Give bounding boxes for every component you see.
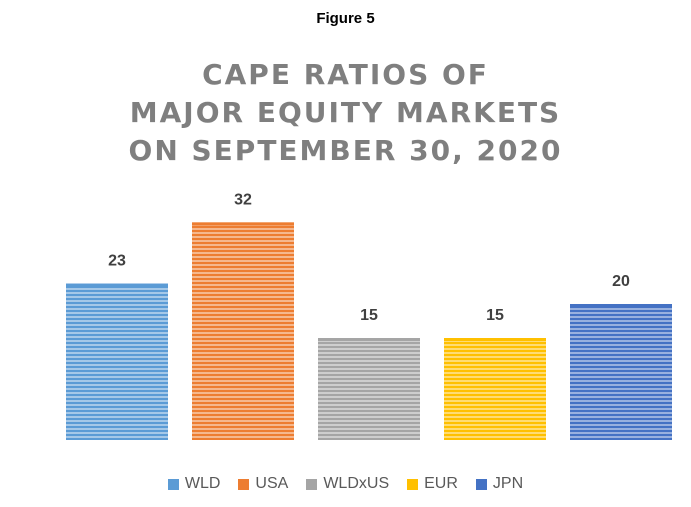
legend-item-wldxus: WLDxUS xyxy=(306,475,389,493)
bar-usa xyxy=(192,222,294,440)
legend: WLD USA WLDxUS EUR JPN xyxy=(0,475,691,493)
legend-swatch xyxy=(407,478,419,490)
legend-item-eur: EUR xyxy=(407,475,458,493)
legend-item-wld: WLD xyxy=(167,475,221,493)
data-label-eur: 15 xyxy=(486,307,504,324)
legend-label: EUR xyxy=(424,475,458,492)
bar-top-edge xyxy=(444,338,546,341)
legend-label: JPN xyxy=(492,475,524,492)
chart-title-line-2: MAJOR EQUITY MARKETS xyxy=(129,96,562,129)
data-label-jpn: 20 xyxy=(612,273,630,290)
legend-label: WLDxUS xyxy=(323,475,390,492)
legend-swatch xyxy=(167,478,179,490)
chart-title-line-3: ON SEPTEMBER 30, 2020 xyxy=(128,134,563,167)
legend-label: WLD xyxy=(184,475,221,492)
data-label-wld: 23 xyxy=(108,253,126,270)
legend-swatch xyxy=(475,478,487,490)
legend-label: USA xyxy=(255,475,289,492)
bar-top-edge xyxy=(570,304,672,307)
legend-item-usa: USA xyxy=(238,475,288,493)
chart-panel: CAPE RATIOS OF MAJOR EQUITY MARKETS ON S… xyxy=(0,38,691,507)
figure-label: Figure 5 xyxy=(316,10,375,27)
bar-eur xyxy=(444,338,546,440)
bar-wld xyxy=(66,283,168,440)
data-label-usa: 32 xyxy=(234,191,252,208)
chart-title: CAPE RATIOS OF MAJOR EQUITY MARKETS ON S… xyxy=(0,56,691,170)
bars-layer xyxy=(66,222,672,440)
data-label-wldxus: 15 xyxy=(360,307,378,324)
data-labels-layer: 23 32 15 15 20 xyxy=(108,191,630,324)
legend-swatch xyxy=(238,478,250,490)
bar-top-edge xyxy=(66,283,168,287)
bar-top-edge xyxy=(192,222,294,226)
chart-title-line-1: CAPE RATIOS OF xyxy=(202,58,489,91)
bar-jpn xyxy=(570,304,672,440)
bar-wldxus xyxy=(318,338,420,440)
legend-item-jpn: JPN xyxy=(475,475,524,493)
legend-swatch xyxy=(306,478,318,490)
bar-chart: 23 32 15 15 20 xyxy=(66,191,672,440)
bar-top-edge xyxy=(318,338,420,341)
